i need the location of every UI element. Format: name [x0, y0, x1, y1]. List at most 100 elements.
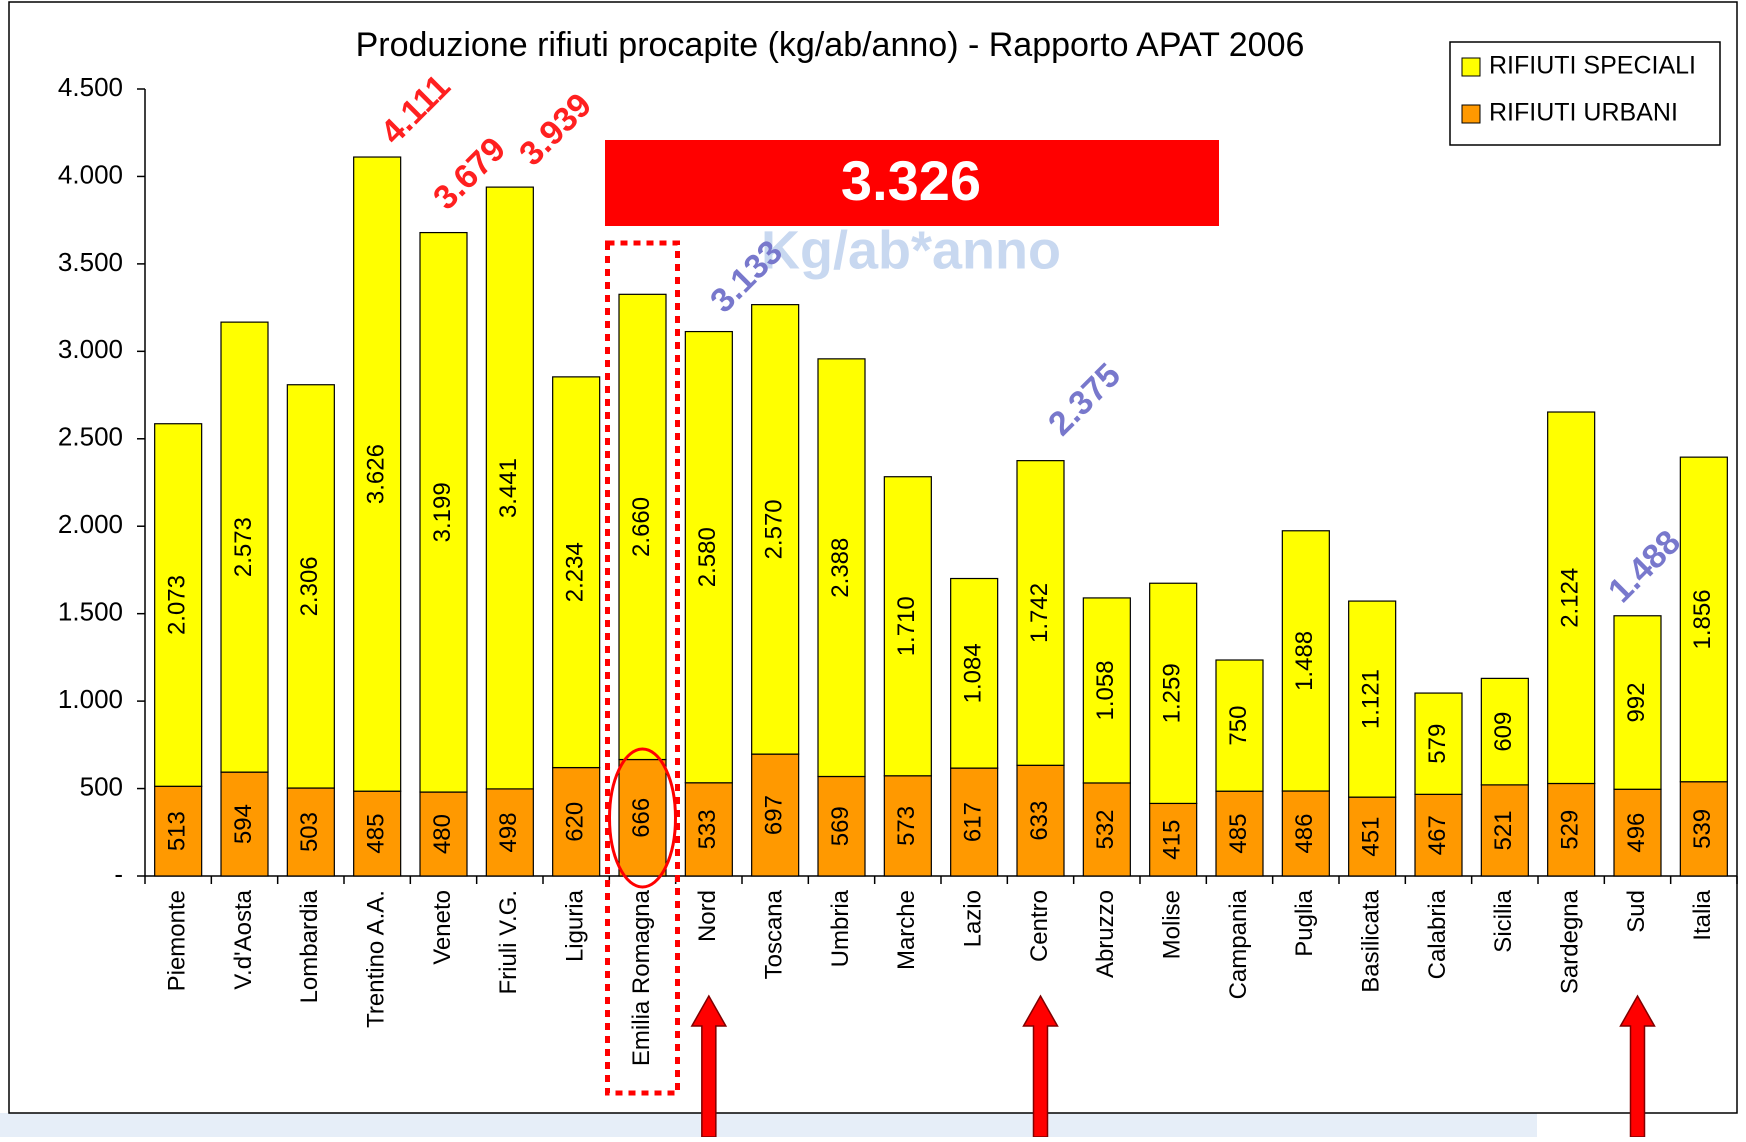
- bar-segment: [1348, 796, 1397, 877]
- bar-segment: [353, 790, 402, 877]
- bar-segment: [353, 156, 402, 792]
- y-tick-label: -: [114, 859, 123, 889]
- bar-segment: [1082, 597, 1131, 784]
- bar-segment: [684, 330, 733, 784]
- bar-value-label: 617: [960, 802, 987, 842]
- legend-label: RIFIUTI URBANI: [1489, 99, 1678, 127]
- bar-value-label: 503: [296, 812, 323, 852]
- bar-value-label: 415: [1159, 820, 1186, 860]
- bar-value-label: 1.710: [893, 596, 920, 656]
- bar-value-label: 2.388: [827, 538, 854, 598]
- x-tick-label: Umbria: [827, 889, 854, 967]
- x-tick-label: Trentino A.A.: [363, 890, 390, 1028]
- x-tick-label: Marche: [893, 890, 920, 970]
- bar-segment: [154, 785, 203, 877]
- bar-value-label: 750: [1225, 706, 1252, 746]
- bar-value-label: 2.573: [230, 517, 257, 577]
- bar-segment: [1547, 411, 1596, 785]
- bar-value-label: 539: [1689, 809, 1716, 849]
- bar-segment: [1547, 782, 1596, 877]
- y-tick-label: 500: [80, 771, 123, 801]
- bar-segment: [1016, 764, 1065, 877]
- bar-value-label: 573: [893, 806, 920, 846]
- bar-value-label: 2.073: [164, 575, 191, 635]
- bar-segment: [618, 758, 667, 877]
- x-tick-label: Italia: [1689, 889, 1716, 940]
- bar-segment: [883, 775, 932, 877]
- x-tick-label: V.d'Aosta: [230, 889, 257, 989]
- bar-value-label: 697: [761, 795, 788, 835]
- x-tick-label: Toscana: [761, 889, 788, 979]
- bar-segment: [485, 186, 534, 790]
- bar-segment: [751, 753, 800, 877]
- legend-box: [1449, 41, 1721, 146]
- bar-segment: [1149, 802, 1198, 877]
- bar-segment: [1679, 781, 1728, 877]
- bar-segment: [618, 293, 667, 761]
- x-tick-label: Lazio: [960, 890, 987, 947]
- x-tick-label: Basilicata: [1358, 889, 1385, 992]
- bottom-band: [0, 1113, 1537, 1137]
- bar-segment: [286, 787, 335, 877]
- x-tick-label: Centro: [1026, 890, 1053, 962]
- bar-value-label: 3.199: [429, 482, 456, 542]
- bar-segment: [1480, 784, 1529, 877]
- bar-value-label: 1.856: [1689, 589, 1716, 649]
- highlight-ellipse: [608, 747, 677, 889]
- bar-value-label: 513: [164, 811, 191, 851]
- bar-value-label: 1.121: [1358, 669, 1385, 729]
- bar-segment: [1016, 460, 1065, 766]
- bar-segment: [950, 767, 999, 877]
- bar-segment: [1281, 530, 1330, 792]
- bar-segment: [1149, 582, 1198, 805]
- bar-segment: [1613, 788, 1662, 877]
- bar-value-label: 2.580: [694, 527, 721, 587]
- x-tick-label: Sud: [1623, 890, 1650, 933]
- bar-segment: [684, 782, 733, 877]
- x-tick-label: Liguria: [562, 889, 589, 962]
- legend-swatch: [1461, 104, 1481, 124]
- bar-value-label: 579: [1424, 724, 1451, 764]
- bar-segment: [552, 376, 601, 769]
- bar-value-label: 633: [1026, 801, 1053, 841]
- highlight-unit: Kg/ab*anno: [761, 220, 1061, 280]
- bar-value-label: 666: [628, 798, 655, 838]
- bar-value-label: 451: [1358, 817, 1385, 857]
- bar-segment: [1215, 790, 1264, 877]
- x-tick-label: Veneto: [429, 890, 456, 965]
- y-tick-label: 1.000: [58, 684, 123, 714]
- y-tick-label: 2.000: [58, 509, 123, 539]
- bar-value-label: 594: [230, 804, 257, 844]
- legend-swatch: [1461, 57, 1481, 77]
- bar-value-label: 1.488: [1291, 631, 1318, 691]
- y-tick-label: 4.500: [58, 72, 123, 102]
- bar-value-label: 467: [1424, 815, 1451, 855]
- bar-value-label: 498: [495, 812, 522, 852]
- bar-segment: [220, 771, 269, 877]
- bar-segment: [419, 231, 468, 793]
- bar-segment: [1613, 615, 1662, 790]
- legend-label: RIFIUTI SPECIALI: [1489, 52, 1696, 80]
- bar-value-label: 480: [429, 814, 456, 854]
- highlight-value: 3.326: [841, 149, 981, 212]
- bar-value-label: 1.058: [1092, 660, 1119, 720]
- x-tick-label: Campania: [1225, 889, 1252, 999]
- bar-value-label: 2.234: [562, 542, 589, 602]
- y-tick-label: 3.500: [58, 247, 123, 277]
- bar-segment: [1215, 659, 1264, 792]
- bar-segment: [817, 358, 866, 778]
- x-tick-label: Friuli V.G.: [495, 890, 522, 994]
- bar-value-label: 3.626: [363, 444, 390, 504]
- bar-segment: [286, 384, 335, 789]
- bar-segment: [1348, 600, 1397, 798]
- highlight-box: [605, 140, 1219, 226]
- bar-value-label: 532: [1092, 809, 1119, 849]
- bar-value-label: 1.742: [1026, 583, 1053, 643]
- bar-value-label: 1.084: [960, 643, 987, 703]
- bar-value-label: 2.660: [628, 497, 655, 557]
- chart-title: Produzione rifiuti procapite (kg/ab/anno…: [356, 26, 1305, 64]
- bar-segment: [883, 476, 932, 777]
- bar-value-label: 992: [1623, 682, 1650, 722]
